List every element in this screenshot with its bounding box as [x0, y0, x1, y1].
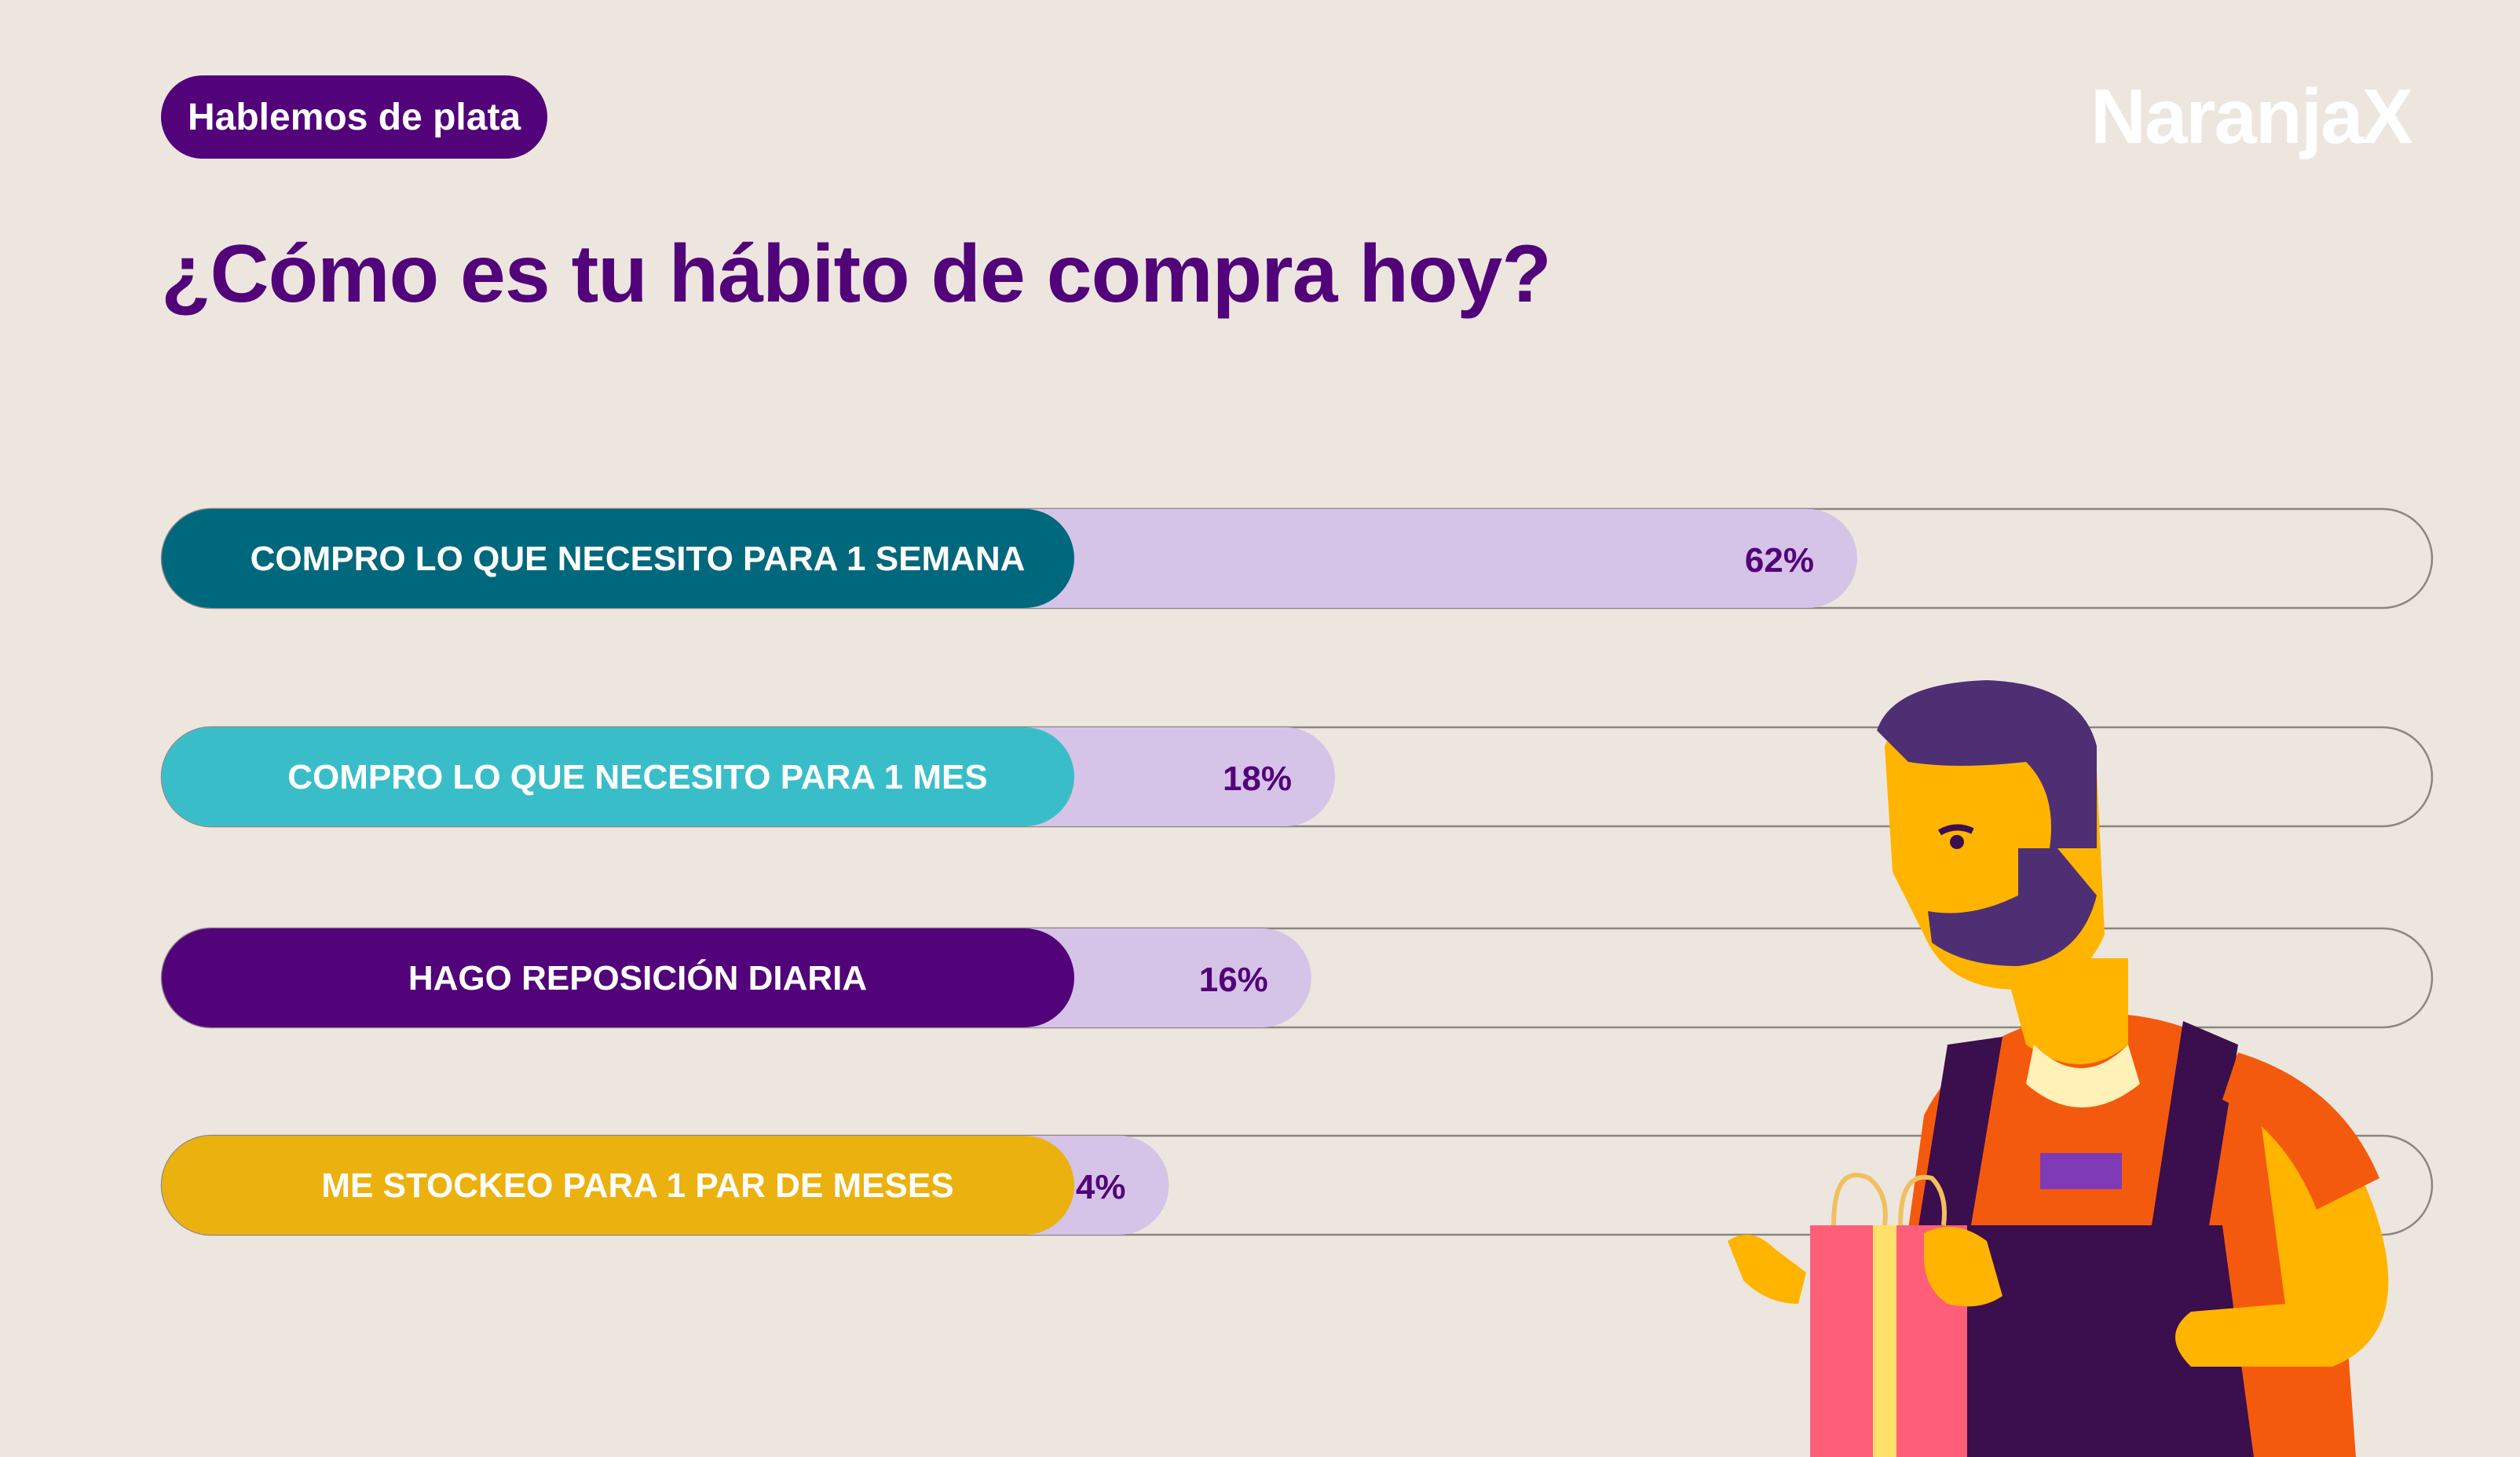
category-label: COMPRO LO QUE NECESITO PARA 1 SEMANA — [251, 540, 1026, 578]
category-label: HAGO REPOSICIÓN DIARIA — [408, 958, 867, 998]
category-bar — [162, 727, 1074, 826]
naranjax-logo: NaranjaX — [2090, 73, 2413, 159]
category-bar — [162, 1136, 1074, 1235]
page-title: ¿Cómo es tu hábito de compra hoy? — [161, 229, 1552, 320]
value-label: 4% — [1076, 1168, 1126, 1206]
section-badge-label: Hablemos de plata — [188, 96, 521, 138]
section-badge: Hablemos de plata — [161, 75, 548, 159]
value-label: 16% — [1199, 961, 1268, 999]
category-bar — [162, 509, 1074, 608]
shopper-man-with-bag-icon — [1728, 680, 2389, 1457]
category-label: COMPRO LO QUE NECESITO PARA 1 MES — [287, 758, 988, 796]
category-bar — [162, 928, 1074, 1027]
value-label: 62% — [1745, 541, 1814, 580]
category-label: ME STOCKEO PARA 1 PAR DE MESES — [321, 1166, 953, 1205]
value-label: 18% — [1223, 760, 1292, 798]
